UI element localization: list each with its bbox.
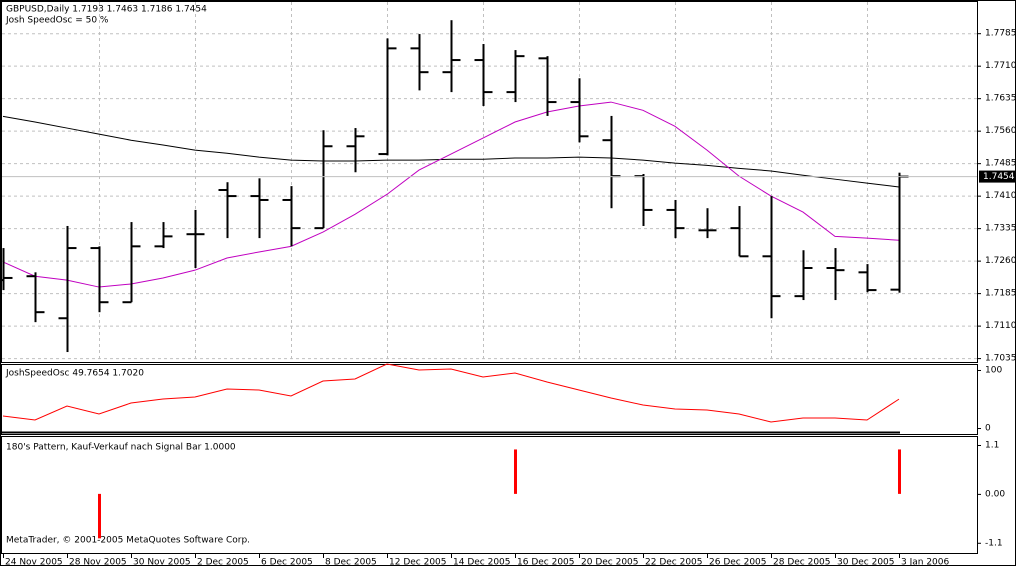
x-tick-label: 2 Dec 2005 [197, 558, 249, 566]
y-tick-label: 1.7035 [985, 354, 1016, 364]
y-tick-label: 1.7410 [985, 191, 1016, 201]
x-tick-label: 6 Dec 2005 [261, 558, 313, 566]
y-tick-label: 1.1 [985, 441, 999, 451]
x-tick-label: 20 Dec 2005 [581, 558, 639, 566]
main-pane [1, 1, 978, 363]
x-tick-label: 30 Nov 2005 [133, 558, 191, 566]
x-tick-label: 16 Dec 2005 [517, 558, 575, 566]
x-tick-label: 28 Dec 2005 [773, 558, 831, 566]
moving-average [2, 101, 900, 288]
x-tick-label: 3 Jan 2006 [901, 558, 949, 566]
osc-pane [1, 364, 978, 435]
y-tick-label: 1.7635 [985, 94, 1016, 104]
x-tick-label: 14 Dec 2005 [453, 558, 511, 566]
y-tick-label: 1.7560 [985, 126, 1016, 136]
x-tick-label: 22 Dec 2005 [645, 558, 703, 566]
y-tick-label: 0 [985, 424, 991, 434]
chart-title: GBPUSD,Daily 1.7193 1.7463 1.7186 1.7454 [6, 5, 207, 15]
moving-average [2, 115, 900, 188]
price-label-bg [979, 170, 1015, 183]
y-tick-label: 100 [985, 365, 1002, 375]
x-tick-label: 24 Nov 2005 [5, 558, 63, 566]
y-tick-label: 1.7785 [985, 29, 1016, 39]
y-tick-label: -1.1 [985, 538, 1003, 548]
signal-bar [98, 493, 101, 539]
signal-bar [898, 449, 901, 494]
price-label: 1.7454 [983, 172, 1015, 182]
x-tick-label: 30 Dec 2005 [837, 558, 895, 566]
x-tick-label: 28 Nov 2005 [69, 558, 127, 566]
x-tick-label: 26 Dec 2005 [709, 558, 767, 566]
y-tick-label: 1.7185 [985, 289, 1016, 299]
signal-bar [514, 449, 517, 494]
osc-title: JoshSpeedOsc 49.7654 1.7020 [5, 369, 144, 379]
pattern-pane [1, 436, 978, 554]
y-tick-label: 1.7485 [985, 159, 1016, 169]
x-tick-label: 8 Dec 2005 [325, 558, 377, 566]
y-tick-label: 1.7335 [985, 224, 1016, 234]
y-tick-label: 1.7110 [985, 321, 1016, 331]
indicator-label: Josh SpeedOsc = 50 % [5, 16, 109, 26]
y-tick-label: 1.7710 [985, 61, 1016, 71]
pattern-title: 180's Pattern, Kauf-Verkauf nach Signal … [6, 443, 236, 453]
y-tick-label: 1.7260 [985, 256, 1016, 266]
osc-line [2, 363, 900, 423]
y-tick-label: 0.00 [985, 489, 1005, 499]
copyright: MetaTrader, © 2001-2005 MetaQuotes Softw… [6, 536, 250, 546]
x-tick-label: 12 Dec 2005 [389, 558, 447, 566]
